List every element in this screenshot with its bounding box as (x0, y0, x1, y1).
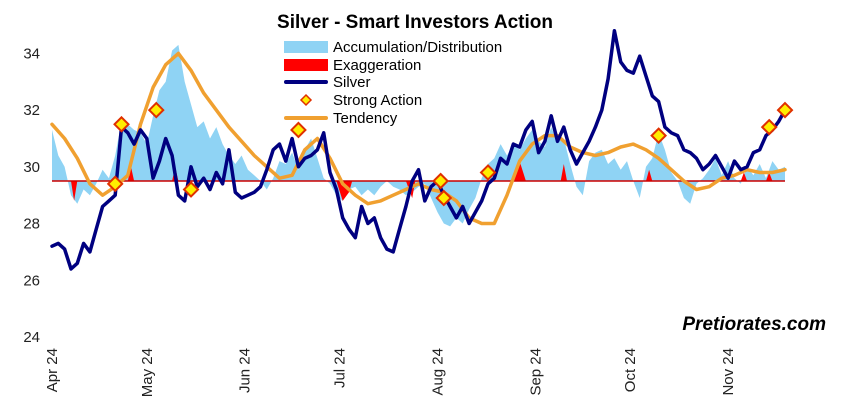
watermark: Pretiorates.com (682, 314, 826, 335)
y-tick-label-28: 28 (23, 216, 40, 233)
strong-action-marker-1 (113, 115, 130, 133)
strong-action-marker-9 (760, 118, 778, 136)
x-tick-label-5: Sep 24 (527, 348, 544, 396)
legend-label-silver: Silver (333, 74, 371, 91)
strong-action-marker-4 (290, 121, 307, 139)
strong-action-marker-6 (435, 189, 453, 207)
x-tick-label-4: Aug 24 (429, 348, 446, 396)
y-axis-ticks: 24 26 28 30 32 34 (23, 45, 40, 346)
legend: Accumulation/Distribution Exaggeration S… (284, 39, 502, 127)
x-tick-label-3: Jul 24 (332, 348, 349, 388)
legend-item-strong-action: Strong Action (299, 92, 422, 109)
series-silver-line (50, 28, 787, 271)
y-tick-label-32: 32 (23, 102, 40, 119)
x-axis-ticks: Apr 24 May 24 Jun 24 Jul 24 Aug 24 Sep 24 Oct … (44, 348, 737, 397)
strong-action-marker-3 (182, 181, 200, 198)
x-tick-label-0: Apr 24 (44, 348, 61, 392)
legend-item-exaggeration: Exaggeration (284, 57, 421, 74)
y-tick-label-26: 26 (23, 272, 40, 289)
x-tick-label-6: Oct 24 (622, 348, 639, 392)
legend-label-tendency: Tendency (333, 110, 398, 127)
legend-item-tendency: Tendency (284, 110, 398, 127)
series-accumulation-distribution-area (52, 44, 785, 227)
y-tick-label-24: 24 (23, 329, 40, 346)
legend-swatch-accumulation-distribution (284, 41, 328, 53)
legend-label-exaggeration: Exaggeration (333, 57, 421, 74)
x-tick-label-1: May 24 (139, 348, 156, 397)
legend-label-accumulation-distribution: Accumulation/Distribution (333, 39, 502, 56)
legend-item-accumulation-distribution: Accumulation/Distribution (284, 39, 502, 56)
series-tendency-line (50, 51, 787, 226)
x-tick-label-7: Nov 24 (720, 348, 737, 396)
strong-action-marker-0 (106, 175, 124, 193)
legend-item-silver: Silver (284, 74, 371, 91)
chart-title: Silver - Smart Investors Action (277, 12, 553, 33)
legend-swatch-exaggeration (284, 59, 328, 71)
strong-action-marker-10 (776, 101, 794, 119)
strong-action-marker-2 (147, 101, 165, 119)
legend-label-strong-action: Strong Action (333, 92, 422, 109)
strong-action-marker-7 (479, 164, 497, 181)
strong-action-marker-8 (650, 127, 668, 145)
plot-area (50, 28, 794, 271)
legend-swatch-strong-action (299, 93, 313, 107)
y-tick-label-30: 30 (23, 159, 40, 176)
y-tick-label-34: 34 (23, 45, 40, 62)
strong-action-marker-5 (432, 172, 450, 190)
x-tick-label-2: Jun 24 (237, 348, 254, 393)
